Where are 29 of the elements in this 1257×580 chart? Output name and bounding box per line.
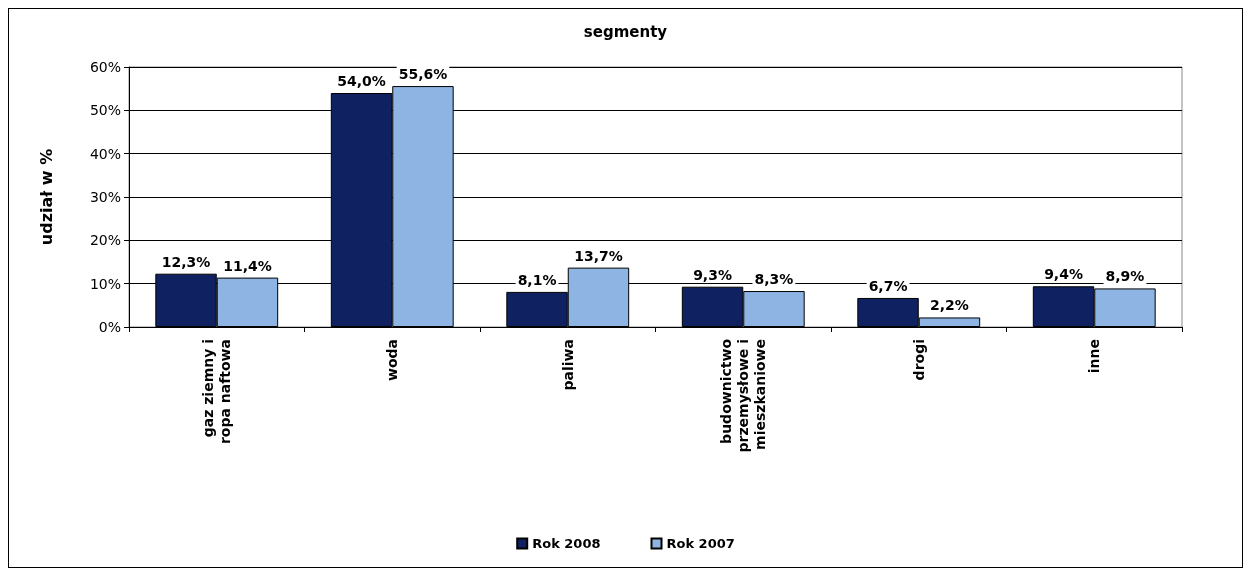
data-label: 6,7% (868, 277, 908, 294)
y-tick-label: 40% (89, 145, 121, 162)
data-label: 9,4% (1044, 266, 1083, 283)
data-label: 8,9% (1105, 268, 1145, 285)
data-label: 8,3% (754, 271, 794, 288)
x-tick-label: budownictwo przemysłowe i mieszkaniowe (718, 338, 769, 453)
chart-title: segmenty (583, 22, 668, 41)
legend-label: Rok 2007 (666, 536, 735, 551)
y-tick-label: 30% (89, 189, 121, 205)
data-label: 11,4% (223, 257, 272, 274)
data-label: 8,1% (517, 271, 557, 288)
y-tick-label: 50% (89, 102, 121, 119)
y-axis-title: udział w % (36, 148, 56, 246)
legend-label: Rok 2008 (532, 536, 601, 551)
x-tick-label: inne (1086, 339, 1103, 374)
data-label: 9,3% (693, 266, 732, 283)
data-label: 13,7% (574, 247, 623, 264)
x-tick-label: woda (384, 339, 401, 382)
x-tick-label: paliwa (559, 339, 576, 391)
x-tick-label: drogi (910, 339, 927, 381)
x-tick-label: gaz ziemny i ropa naftowa (200, 339, 234, 445)
data-label: 12,3% (161, 253, 211, 270)
y-tick-label: 0% (98, 319, 121, 335)
data-label: 2,2% (930, 297, 969, 314)
data-label: 55,6% (398, 66, 448, 83)
y-tick-label: 20% (89, 232, 121, 249)
data-label: 54,0% (337, 73, 386, 89)
y-tick-label: 10% (89, 275, 121, 292)
y-tick-label: 60% (89, 59, 121, 75)
